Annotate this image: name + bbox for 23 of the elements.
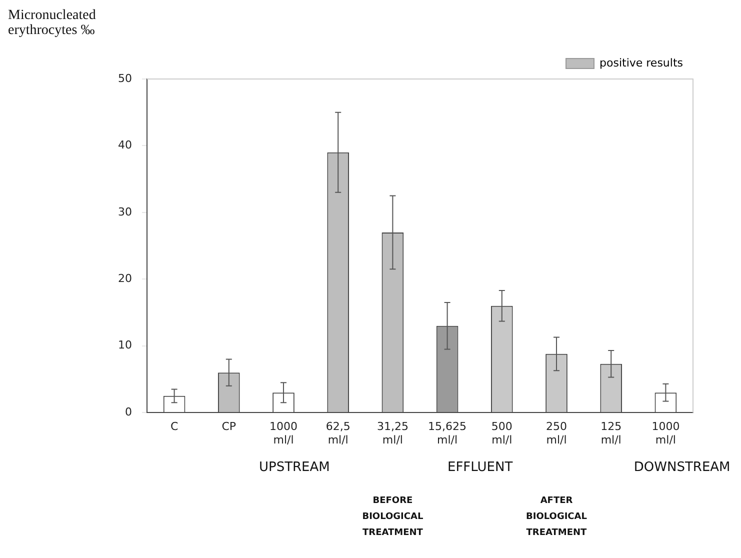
x-tick-label: C xyxy=(170,420,178,434)
text: EFFLUENT xyxy=(447,460,513,475)
legend-label: positive results xyxy=(600,56,684,70)
y-tick-label: 20 xyxy=(118,272,132,286)
x-tick-label: CP xyxy=(222,420,236,434)
text: UPSTREAM xyxy=(258,460,330,475)
y-tick-label: 40 xyxy=(118,138,132,152)
y-axis-title: Micronucleated erythrocytes ‰ xyxy=(8,8,97,38)
y-tick-label: 30 xyxy=(118,205,132,218)
text: BEFORE BIOLOGICAL TREATMENT xyxy=(362,496,424,538)
x-tick-label: 1000 ml/l xyxy=(652,420,680,446)
y-tick-label: 10 xyxy=(118,338,132,352)
x-tick-label: 125 ml/l xyxy=(600,420,622,446)
x-tick-label: 15,625 ml/l xyxy=(428,420,467,446)
text: DOWNSTREAM xyxy=(634,460,730,475)
x-tick-label: 62,5 ml/l xyxy=(326,420,350,446)
x-tick-label: 250 ml/l xyxy=(546,420,567,446)
x-tick-label: 500 ml/l xyxy=(491,420,512,446)
x-tick-label: 1000 ml/l xyxy=(270,420,298,446)
text: AFTER BIOLOGICAL TREATMENT xyxy=(526,496,588,538)
x-tick-label: 31,25 ml/l xyxy=(376,420,408,446)
y-tick-label: 0 xyxy=(124,405,132,418)
y-tick-label: 50 xyxy=(118,72,132,85)
